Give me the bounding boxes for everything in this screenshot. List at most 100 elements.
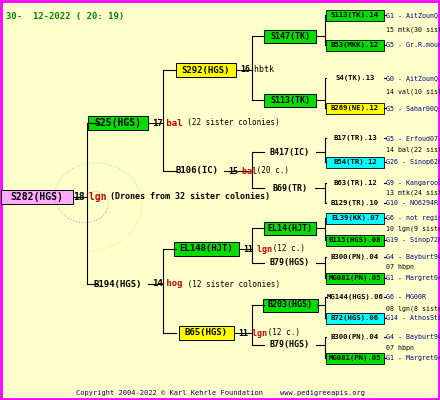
Text: 13 mtk(24 sister colonies): 13 mtk(24 sister colonies)	[386, 190, 440, 196]
Bar	[264, 94, 316, 106]
Text: 16: 16	[240, 66, 250, 74]
Bar	[176, 63, 236, 77]
Bar	[179, 326, 234, 340]
Text: G1 - Margret04R: G1 - Margret04R	[386, 355, 440, 361]
Text: G10 - NO6294R: G10 - NO6294R	[386, 200, 438, 206]
Text: G4 - Bayburt98-3: G4 - Bayburt98-3	[386, 254, 440, 260]
Text: B300(PN).04: B300(PN).04	[331, 334, 379, 340]
Text: 08 lgn(8 sister colonies): 08 lgn(8 sister colonies)	[386, 306, 440, 312]
Text: (12 sister colonies): (12 sister colonies)	[183, 280, 280, 288]
Bar	[88, 116, 148, 130]
Text: B65(HGS): B65(HGS)	[184, 328, 227, 338]
Text: G5 - Sahar00Q: G5 - Sahar00Q	[386, 105, 438, 111]
Bar	[264, 256, 316, 270]
Bar	[264, 222, 316, 234]
Text: hbtk: hbtk	[249, 66, 274, 74]
Bar	[265, 182, 315, 194]
Text: G6 - MG00R: G6 - MG00R	[386, 294, 426, 300]
Text: B79(HGS): B79(HGS)	[270, 340, 310, 350]
Text: G26 - Sinop62R: G26 - Sinop62R	[386, 159, 440, 165]
Text: S292(HGS): S292(HGS)	[182, 66, 230, 74]
Text: B54(TR).12: B54(TR).12	[333, 159, 377, 165]
Text: B300(PN).04: B300(PN).04	[331, 254, 379, 260]
Text: 15: 15	[228, 166, 238, 176]
Text: G9 - Kangaroo98R: G9 - Kangaroo98R	[386, 180, 440, 186]
Bar	[326, 312, 384, 324]
Text: G5 - Gr.R.mounta: G5 - Gr.R.mounta	[386, 42, 440, 48]
Text: B115(HGS).08: B115(HGS).08	[329, 237, 381, 243]
Text: 14 val(10 sister colonies): 14 val(10 sister colonies)	[386, 89, 440, 95]
Bar	[326, 272, 384, 284]
Text: (Drones from 32 sister colonies): (Drones from 32 sister colonies)	[100, 192, 270, 202]
Text: B106(IC): B106(IC)	[176, 166, 219, 176]
Text: S4(TK).13: S4(TK).13	[335, 75, 375, 81]
Text: 14 bal(22 sister colonies): 14 bal(22 sister colonies)	[386, 147, 440, 153]
Text: S25(HGS): S25(HGS)	[95, 118, 142, 128]
Text: bal: bal	[237, 166, 257, 176]
Text: B63(TR).12: B63(TR).12	[333, 180, 377, 186]
Text: (12 c.): (12 c.)	[268, 244, 305, 254]
Text: hog: hog	[161, 280, 183, 288]
Bar	[263, 298, 318, 312]
Text: MG081(PN).05: MG081(PN).05	[329, 275, 381, 281]
Text: 30-  12-2022 ( 20: 19): 30- 12-2022 ( 20: 19)	[6, 12, 124, 21]
Text: G1 - AitZounQ: G1 - AitZounQ	[386, 12, 438, 18]
Text: lgn: lgn	[252, 244, 272, 254]
Text: 11: 11	[238, 328, 248, 338]
Text: B203(HGS): B203(HGS)	[268, 300, 312, 310]
Text: 17: 17	[152, 118, 163, 128]
Text: MG081(PN).05: MG081(PN).05	[329, 355, 381, 361]
Text: S113(TK): S113(TK)	[270, 96, 310, 104]
Bar	[173, 242, 238, 256]
Text: G4 - Bayburt98-3: G4 - Bayburt98-3	[386, 334, 440, 340]
Text: (22 sister colonies): (22 sister colonies)	[178, 118, 280, 128]
Text: lgn: lgn	[83, 192, 106, 202]
Text: 10 lgn(9 sister colonies): 10 lgn(9 sister colonies)	[386, 226, 440, 232]
Bar	[88, 277, 148, 291]
Bar	[264, 30, 316, 42]
Text: (20 c.): (20 c.)	[252, 166, 289, 176]
Bar	[326, 40, 384, 50]
Text: S147(TK): S147(TK)	[270, 32, 310, 40]
Text: G5 - Erfoud07-1Q: G5 - Erfoud07-1Q	[386, 135, 440, 141]
Bar	[1, 190, 73, 204]
Text: B79(HGS): B79(HGS)	[270, 258, 310, 268]
Text: S282(HGS): S282(HGS)	[11, 192, 63, 202]
Text: 07 hbpn: 07 hbpn	[386, 345, 414, 351]
Bar	[326, 102, 384, 114]
Text: B17(TR).13: B17(TR).13	[333, 135, 377, 141]
Bar	[169, 164, 224, 178]
Text: EL148(HJT): EL148(HJT)	[179, 244, 233, 254]
Text: B69(TR): B69(TR)	[272, 184, 308, 192]
Bar	[326, 212, 384, 224]
Text: Copyright 2004-2022 © Karl Kehrle Foundation    www.pedigreeapis.org: Copyright 2004-2022 © Karl Kehrle Founda…	[76, 390, 364, 396]
Text: 15 mtk(30 sister colonies): 15 mtk(30 sister colonies)	[386, 27, 440, 33]
Bar	[264, 146, 316, 158]
Text: EL14(HJT): EL14(HJT)	[268, 224, 312, 232]
Text: lgn: lgn	[247, 328, 267, 338]
Text: B269(NE).12: B269(NE).12	[331, 105, 379, 111]
Text: 18: 18	[73, 192, 85, 202]
Bar	[326, 10, 384, 20]
Text: B194(HGS): B194(HGS)	[94, 280, 142, 288]
Text: G14 - AthosSt80R: G14 - AthosSt80R	[386, 315, 440, 321]
Text: bal: bal	[161, 118, 183, 128]
Text: 07 hbpn: 07 hbpn	[386, 264, 414, 270]
Text: (12 c.): (12 c.)	[263, 328, 300, 338]
Text: G6 - not registe: G6 - not registe	[386, 215, 440, 221]
Text: 11: 11	[243, 244, 253, 254]
Text: MG144(HGS).06: MG144(HGS).06	[326, 294, 383, 300]
Text: G19 - Sinop72R: G19 - Sinop72R	[386, 237, 440, 243]
Text: B53(MKK).12: B53(MKK).12	[331, 42, 379, 48]
Text: B417(IC): B417(IC)	[270, 148, 310, 156]
Text: 14: 14	[152, 280, 163, 288]
Bar	[326, 234, 384, 246]
Bar	[326, 156, 384, 168]
Text: B72(HGS).06: B72(HGS).06	[331, 315, 379, 321]
Bar	[264, 338, 316, 352]
Text: EL39(KK).07: EL39(KK).07	[331, 215, 379, 221]
Text: G1 - Margret04R: G1 - Margret04R	[386, 275, 440, 281]
Text: G0 - AitZounQ: G0 - AitZounQ	[386, 75, 438, 81]
Bar	[326, 352, 384, 364]
Text: B129(TR).10: B129(TR).10	[331, 200, 379, 206]
